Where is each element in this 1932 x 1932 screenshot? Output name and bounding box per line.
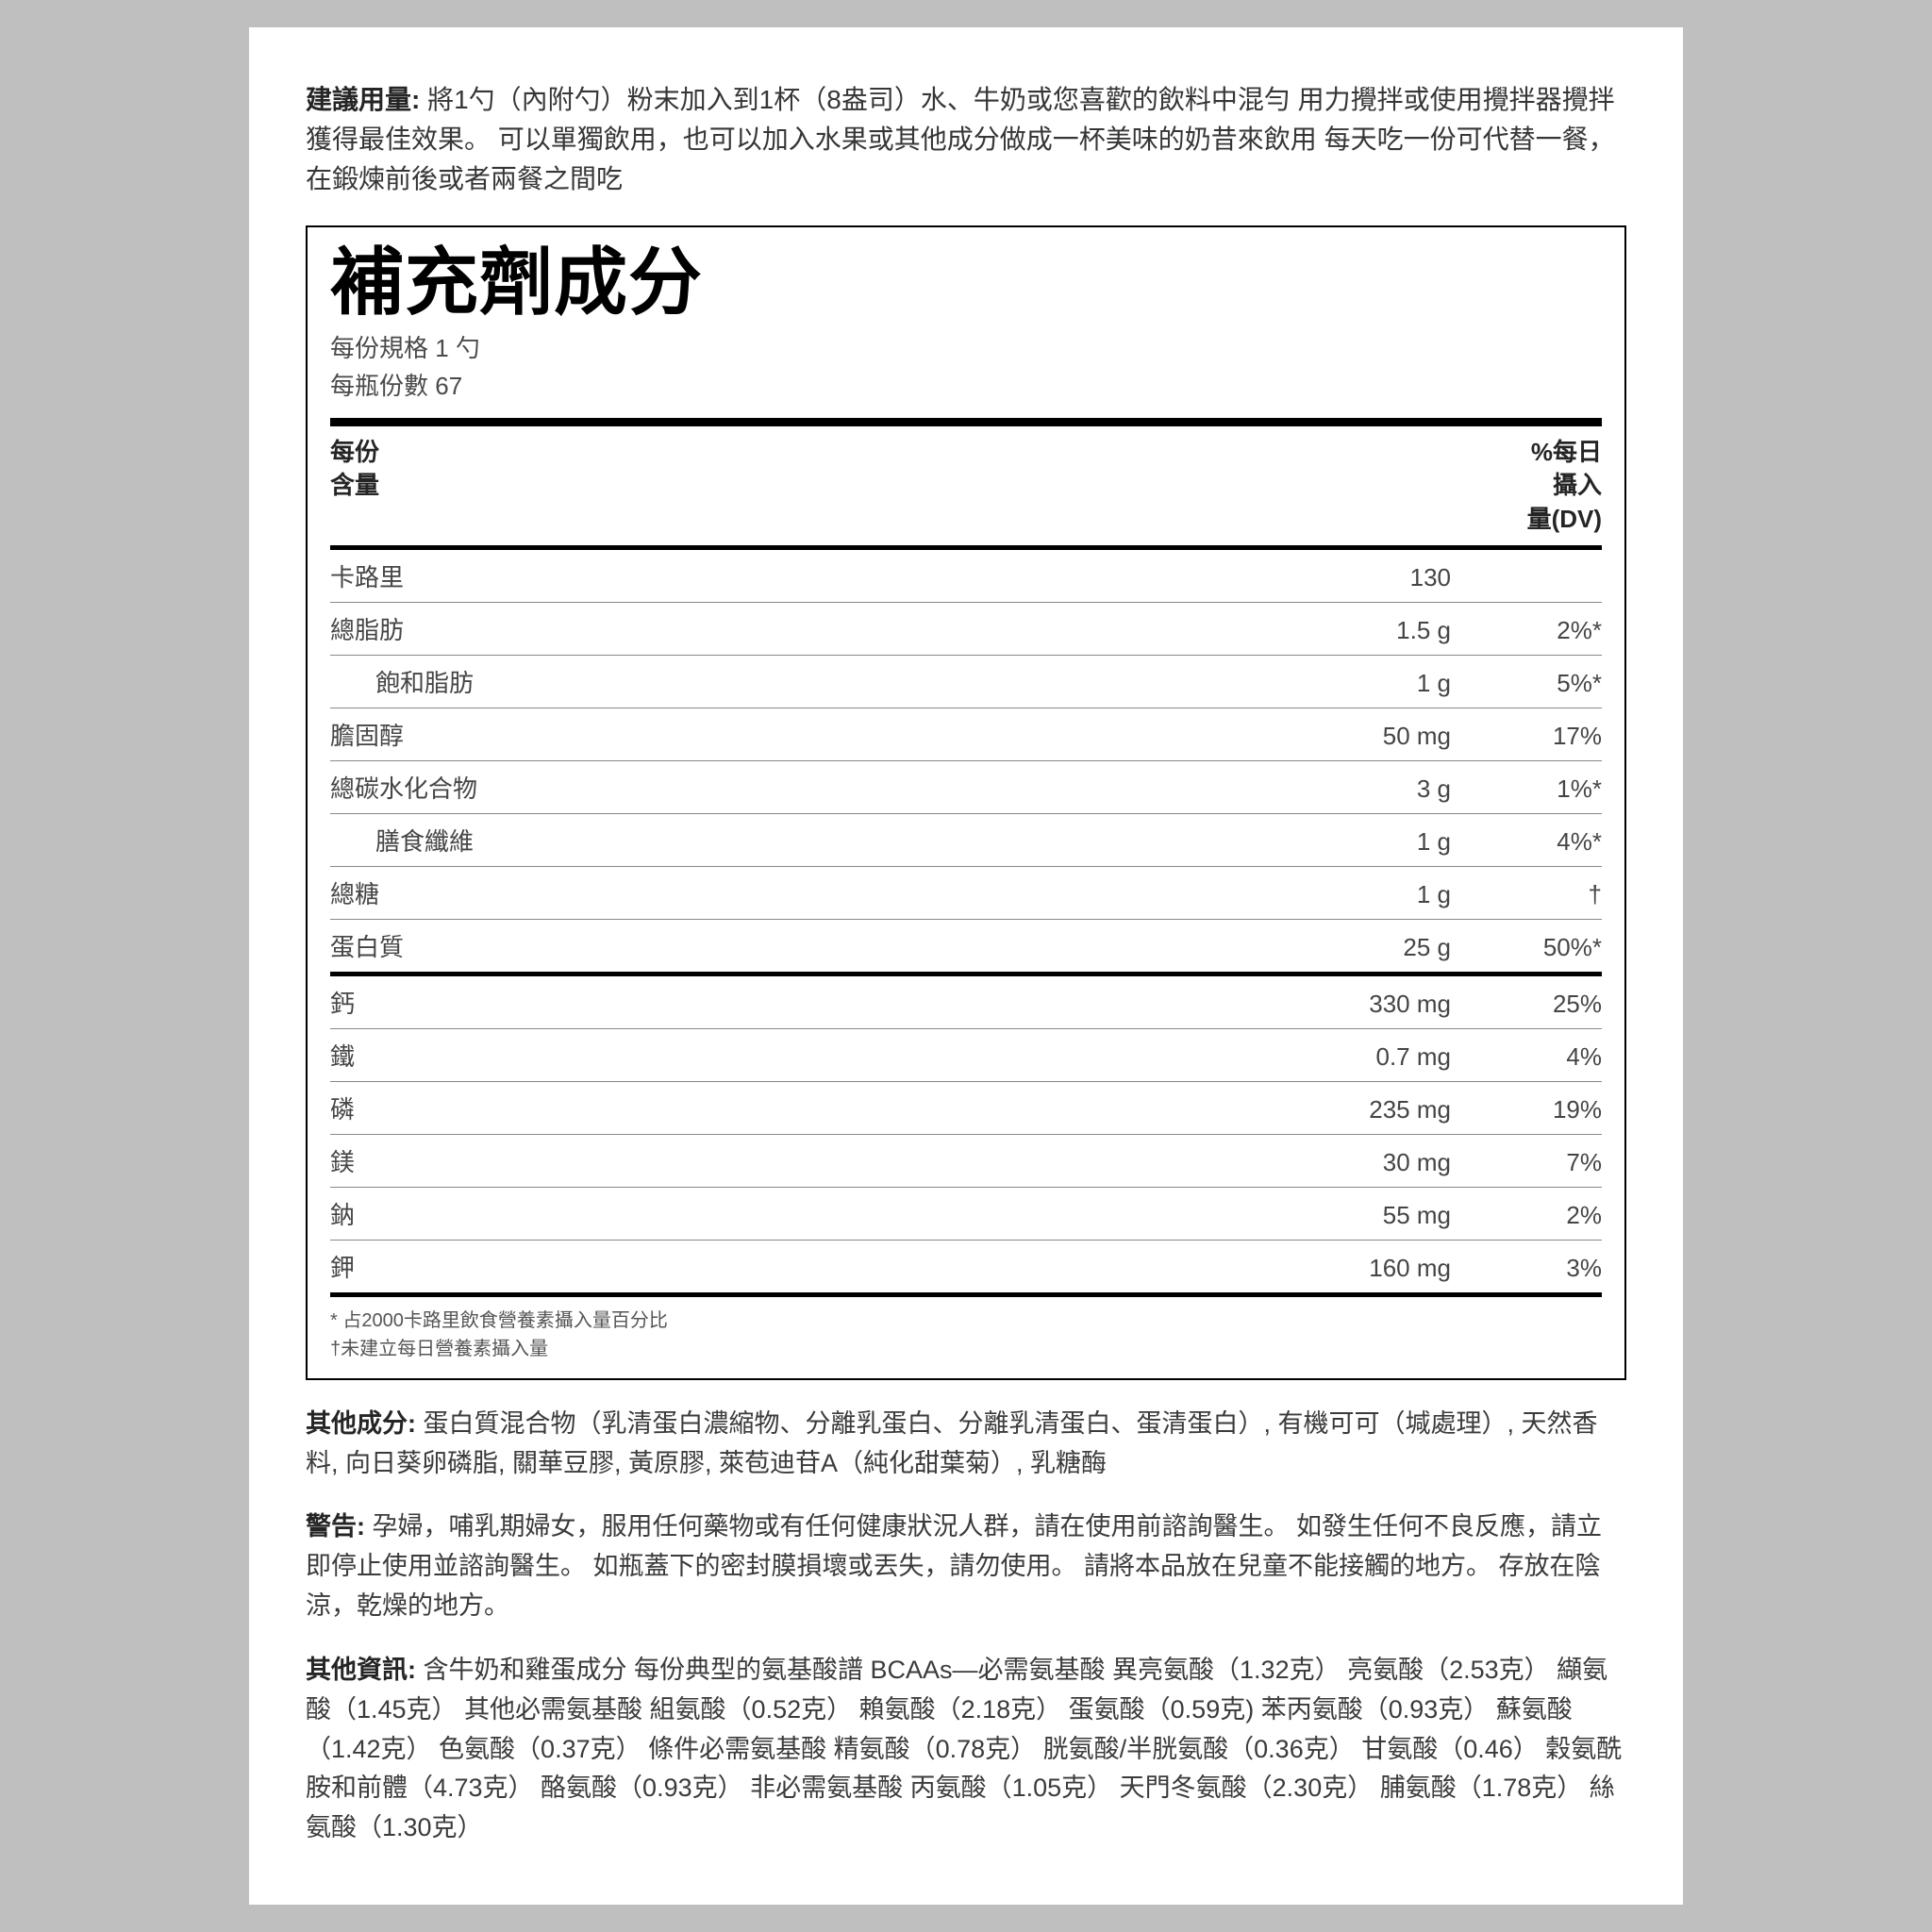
table-row: 磷235 mg19% bbox=[330, 1082, 1602, 1134]
nutrient-amount: 25 g bbox=[1262, 933, 1451, 962]
warning-label: 警告: bbox=[306, 1512, 365, 1541]
nutrient-amount: 235 mg bbox=[1262, 1095, 1451, 1124]
nutrient-name: 磷 bbox=[330, 1091, 1262, 1125]
other-info-label: 其他資訊: bbox=[306, 1656, 416, 1684]
header-amount-per-serving: 每份 含量 bbox=[330, 436, 1527, 502]
footnote-dv: * 占2000卡路里飲食營養素攝入量百分比 bbox=[330, 1307, 1602, 1335]
supplement-facts-title: 補充劑成分 bbox=[330, 244, 1602, 322]
nutrient-dv: 17% bbox=[1451, 722, 1602, 751]
table-row: 總脂肪1.5 g2%* bbox=[330, 603, 1602, 655]
nutrient-amount: 3 g bbox=[1262, 774, 1451, 804]
footnotes: * 占2000卡路里飲食營養素攝入量百分比 †未建立每日營養素攝入量 bbox=[330, 1297, 1602, 1365]
servings-per-label: 每瓶份數 bbox=[330, 372, 428, 400]
divider-thick bbox=[330, 418, 1602, 426]
facts-rows: 卡路里130總脂肪1.5 g2%*飽和脂肪1 g5%*膽固醇50 mg17%總碳… bbox=[330, 550, 1602, 1297]
nutrient-amount: 50 mg bbox=[1262, 722, 1451, 751]
serving-size-label: 每份規格 bbox=[330, 334, 428, 362]
nutrition-label-panel: 建議用量: 將1勺（內附勺）粉末加入到1杯（8盎司）水、牛奶或您喜歡的飲料中混勻… bbox=[249, 27, 1683, 1905]
table-row: 膳食纖維1 g4%* bbox=[330, 814, 1602, 866]
nutrient-dv: 50%* bbox=[1451, 933, 1602, 962]
nutrient-amount: 55 mg bbox=[1262, 1201, 1451, 1230]
table-row: 蛋白質25 g50%* bbox=[330, 920, 1602, 972]
table-row: 鈉55 mg2% bbox=[330, 1188, 1602, 1240]
other-ingredients-label: 其他成分: bbox=[306, 1409, 416, 1438]
serving-size-value: 1 勺 bbox=[435, 334, 480, 362]
nutrient-dv: 2%* bbox=[1451, 616, 1602, 645]
table-row: 膽固醇50 mg17% bbox=[330, 708, 1602, 760]
nutrient-dv: 4% bbox=[1451, 1042, 1602, 1072]
servings-per-value: 67 bbox=[435, 372, 462, 400]
nutrient-amount: 1.5 g bbox=[1262, 616, 1451, 645]
nutrient-amount: 160 mg bbox=[1262, 1254, 1451, 1283]
nutrient-dv: 5%* bbox=[1451, 669, 1602, 698]
nutrient-amount: 1 g bbox=[1262, 669, 1451, 698]
nutrient-dv: 19% bbox=[1451, 1095, 1602, 1124]
suggested-use-label: 建議用量: bbox=[306, 85, 420, 114]
nutrient-dv: 4%* bbox=[1451, 827, 1602, 857]
nutrient-amount: 130 bbox=[1262, 563, 1451, 592]
table-row: 鉀160 mg3% bbox=[330, 1241, 1602, 1292]
footnote-dagger: †未建立每日營養素攝入量 bbox=[330, 1335, 1602, 1363]
nutrient-name: 總糖 bbox=[330, 875, 1262, 910]
nutrient-name: 飽和脂肪 bbox=[330, 664, 1262, 699]
table-row: 總糖1 g† bbox=[330, 867, 1602, 919]
nutrient-dv: † bbox=[1451, 880, 1602, 909]
suggested-use: 建議用量: 將1勺（內附勺）粉末加入到1杯（8盎司）水、牛奶或您喜歡的飲料中混勻… bbox=[306, 80, 1626, 199]
nutrient-dv: 1%* bbox=[1451, 774, 1602, 804]
nutrient-dv: 7% bbox=[1451, 1148, 1602, 1177]
nutrient-name: 鐵 bbox=[330, 1038, 1262, 1073]
table-row: 總碳水化合物3 g1%* bbox=[330, 761, 1602, 813]
table-row: 鐵0.7 mg4% bbox=[330, 1029, 1602, 1081]
table-row: 鎂30 mg7% bbox=[330, 1135, 1602, 1187]
warning-text: 孕婦，哺乳期婦女，服用任何藥物或有任何健康狀況人群，請在使用前諮詢醫生。 如發生… bbox=[306, 1512, 1602, 1620]
table-row: 飽和脂肪1 g5%* bbox=[330, 656, 1602, 708]
nutrient-name: 鈉 bbox=[330, 1196, 1262, 1231]
other-ingredients-text: 蛋白質混合物（乳清蛋白濃縮物、分離乳蛋白、分離乳清蛋白、蛋清蛋白）, 有機可可（… bbox=[306, 1409, 1598, 1477]
other-info: 其他資訊: 含牛奶和雞蛋成分 每份典型的氨基酸譜 BCAAs—必需氨基酸 異亮氨… bbox=[306, 1651, 1626, 1848]
nutrient-name: 鉀 bbox=[330, 1249, 1262, 1284]
nutrient-amount: 30 mg bbox=[1262, 1148, 1451, 1177]
nutrient-amount: 1 g bbox=[1262, 880, 1451, 909]
header-daily-value: %每日 攝入 量(DV) bbox=[1527, 436, 1602, 535]
nutrient-dv: 3% bbox=[1451, 1254, 1602, 1283]
supplement-facts-box: 補充劑成分 每份規格 1 勺 每瓶份數 67 每份 含量 %每日 攝入 量(DV… bbox=[306, 225, 1626, 1380]
nutrient-dv: 2% bbox=[1451, 1201, 1602, 1230]
nutrient-name: 蛋白質 bbox=[330, 928, 1262, 963]
nutrient-name: 鎂 bbox=[330, 1143, 1262, 1178]
nutrient-amount: 0.7 mg bbox=[1262, 1042, 1451, 1072]
nutrient-amount: 1 g bbox=[1262, 827, 1451, 857]
nutrient-name: 卡路里 bbox=[330, 558, 1262, 593]
nutrient-name: 總脂肪 bbox=[330, 611, 1262, 646]
nutrient-dv: 25% bbox=[1451, 990, 1602, 1019]
nutrient-name: 鈣 bbox=[330, 985, 1262, 1020]
nutrient-name: 總碳水化合物 bbox=[330, 770, 1262, 805]
serving-info: 每份規格 1 勺 每瓶份數 67 bbox=[330, 329, 1602, 406]
table-row: 鈣330 mg25% bbox=[330, 976, 1602, 1028]
other-info-text: 含牛奶和雞蛋成分 每份典型的氨基酸譜 BCAAs—必需氨基酸 異亮氨酸（1.32… bbox=[306, 1656, 1622, 1841]
nutrient-amount: 330 mg bbox=[1262, 990, 1451, 1019]
facts-header-row: 每份 含量 %每日 攝入 量(DV) bbox=[330, 426, 1602, 544]
table-row: 卡路里130 bbox=[330, 550, 1602, 602]
nutrient-name: 膳食纖維 bbox=[330, 823, 1262, 858]
suggested-use-text: 將1勺（內附勺）粉末加入到1杯（8盎司）水、牛奶或您喜歡的飲料中混勻 用力攪拌或… bbox=[306, 85, 1615, 193]
other-ingredients: 其他成分: 蛋白質混合物（乳清蛋白濃縮物、分離乳蛋白、分離乳清蛋白、蛋清蛋白）,… bbox=[306, 1405, 1626, 1484]
nutrient-name: 膽固醇 bbox=[330, 717, 1262, 752]
warning: 警告: 孕婦，哺乳期婦女，服用任何藥物或有任何健康狀況人群，請在使用前諮詢醫生。… bbox=[306, 1507, 1626, 1626]
